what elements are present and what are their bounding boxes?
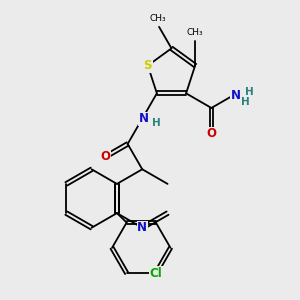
Text: N: N — [230, 88, 240, 102]
Text: CH₃: CH₃ — [149, 14, 166, 23]
Text: O: O — [100, 150, 110, 163]
Text: H: H — [241, 97, 250, 107]
Text: N: N — [139, 112, 149, 125]
Text: H: H — [245, 87, 254, 97]
Text: Cl: Cl — [149, 267, 162, 280]
Text: O: O — [206, 127, 216, 140]
Text: N: N — [137, 221, 147, 234]
Text: CH₃: CH₃ — [187, 28, 203, 37]
Text: S: S — [144, 59, 152, 72]
Text: H: H — [152, 118, 161, 128]
